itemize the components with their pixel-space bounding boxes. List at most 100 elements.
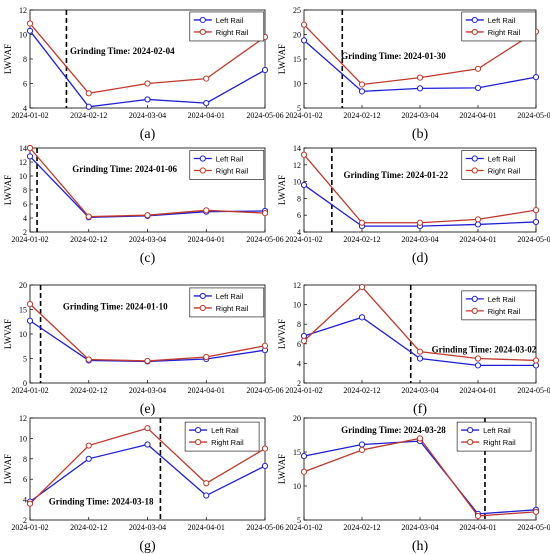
left-rail-line [29,320,266,363]
grinding-time-annotation: Grinding Time: 2024-01-06 [72,164,177,174]
chart-panel: 2 4 6 8 10 12 14 2024-01-02 2024-02-12 2024-03-04… [3,144,284,266]
left-rail-point [474,221,482,228]
x-tick-label: 2024-03-04 [401,111,438,120]
x-tick-label: 2024-02-12 [343,523,380,532]
y-tick-label: 14 [293,144,301,153]
x-tick-label: 2024-02-12 [70,111,107,120]
y-tick-label: 15 [19,306,27,315]
y-tick-label: 15 [293,448,301,457]
x-tick-label: 2024-05-06 [246,111,283,120]
left-rail-point [358,314,366,321]
y-tick-label: 12 [293,161,301,170]
y-tick-label: 10 [293,482,301,491]
x-tick-label: 2024-03-04 [129,111,166,120]
right-rail-point [26,301,34,308]
legend-swatch-marker [199,292,206,300]
y-axis-label: LWVAF [3,175,13,205]
right-rail-point [358,446,366,454]
y-tick-label: 6 [297,340,301,349]
left-rail-point [416,85,424,92]
right-rail-point [358,81,366,88]
right-rail-point [532,357,540,364]
x-tick-label: 2024-05-06 [517,111,550,120]
chart-panel: 0 5 10 15 20 2024-01-02 2024-02-12 2024-03-04 20… [3,281,284,417]
grinding-time-annotation: Grinding Time: 2024-01-30 [341,51,446,61]
right-rail-point [416,219,424,226]
y-tick-label: 12 [19,158,27,167]
x-tick-label: 2024-03-04 [401,386,438,395]
y-axis-label: LWVAF [3,454,13,484]
right-rail-point [532,508,540,515]
y-tick-label: 8 [297,320,301,329]
right-rail-point [474,65,482,72]
panel-label: (g) [139,539,156,554]
legend-swatch-marker [471,167,478,174]
y-tick-label: 4 [23,104,27,113]
right-rail-point [85,442,92,449]
left-rail-point [261,462,269,470]
right-rail-point [85,213,92,220]
y-tick-label: 2 [23,516,27,525]
panel-label: (a) [140,127,156,142]
y-tick-label: 8 [23,186,27,195]
panel-label: (e) [140,402,156,417]
x-tick-label: 2024-03-04 [401,523,438,532]
legend-swatch-marker [467,426,474,434]
y-tick-label: 15 [293,55,301,64]
y-tick-label: 6 [23,80,27,89]
legend-label: Right Rail [216,304,249,313]
x-tick-label: 2024-04-01 [459,523,496,532]
legend-label: Right Rail [488,167,521,176]
grinding-time-annotation: Grinding Time: 2024-01-10 [63,302,168,312]
legend-swatch-marker [199,16,206,24]
x-tick-label: 2024-02-12 [70,235,107,244]
x-tick-label: 2024-05-06 [246,523,283,532]
right-rail-point [261,342,269,349]
x-tick-label: 2024-04-01 [188,235,225,244]
y-tick-label: 5 [23,355,27,364]
grinding-time-annotation: Grinding Time: 2024-02-04 [70,46,175,56]
legend-swatch-marker [471,295,478,302]
chart-panel: 4 6 8 10 12 14 2024-01-02 2024-02-12 2024-03-04 2… [277,144,550,266]
right-rail-point [474,216,482,223]
y-tick-label: 20 [293,31,301,40]
legend-swatch-marker [199,155,206,162]
grinding-time-annotation: Grinding Time: 2024-01-22 [343,170,448,180]
right-rail-point [26,500,34,507]
y-tick-label: 10 [293,301,301,310]
y-tick-label: 10 [293,80,301,89]
y-axis-label: LWVAF [277,44,287,74]
left-rail-point [532,74,540,81]
right-rail-point [144,425,151,432]
legend-label: Left Rail [483,426,511,435]
y-tick-label: 20 [19,281,27,290]
legend-swatch-marker [471,155,478,162]
right-rail-point [532,207,540,214]
right-rail-point [358,219,366,226]
left-rail-line [303,39,537,93]
y-tick-label: 12 [19,6,27,15]
x-tick-label: 2024-03-04 [401,235,438,244]
y-tick-label: 6 [297,211,301,220]
x-tick-label: 2024-03-04 [129,386,166,395]
legend-swatch-marker [467,438,474,446]
y-tick-label: 10 [293,178,301,187]
legend-label: Left Rail [216,292,244,301]
legend-swatch-marker [199,304,206,312]
y-tick-label: 25 [293,6,301,15]
left-rail-point [85,455,92,462]
legend-label: Right Rail [488,307,521,316]
panel-label: (b) [412,127,429,142]
y-tick-label: 8 [23,55,27,64]
left-rail-point [358,88,366,95]
x-tick-label: 2024-05-06 [246,386,283,395]
x-tick-label: 2024-02-12 [343,235,380,244]
right-rail-point [203,75,210,82]
right-rail-point [416,435,424,442]
right-rail-point [261,445,269,452]
legend-label: Right Rail [216,167,249,176]
y-tick-label: 10 [19,434,27,443]
panel-label: (c) [140,251,156,266]
right-rail-point [26,20,34,27]
